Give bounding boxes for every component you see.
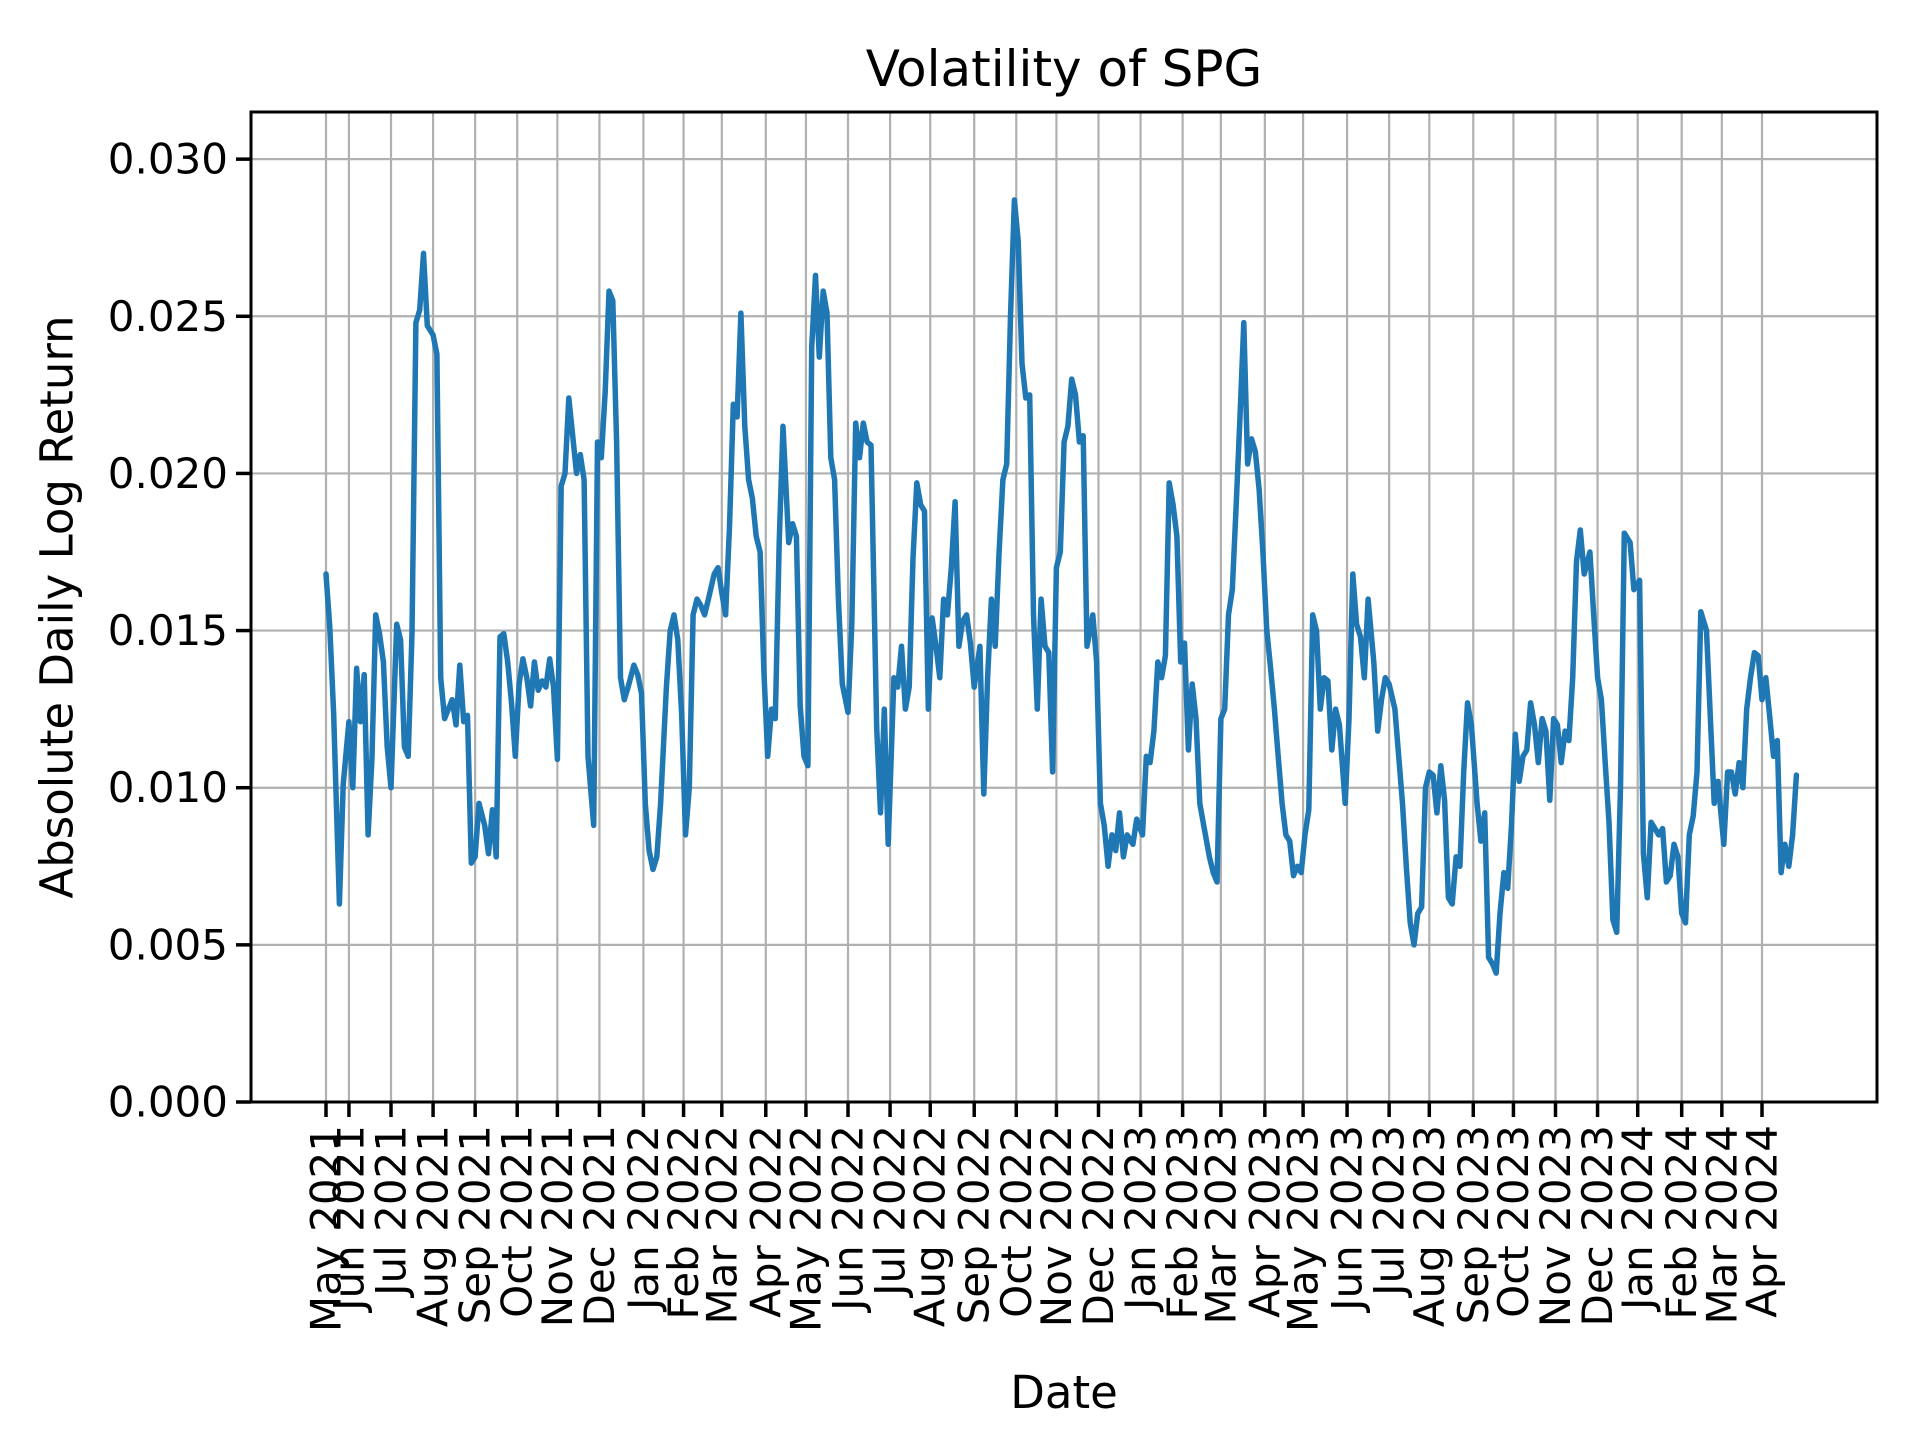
x-tick-label: Oct 2023 — [1489, 1125, 1538, 1318]
x-tick-label: Jun 2022 — [824, 1125, 873, 1314]
x-tick-label: Aug 2023 — [1405, 1125, 1454, 1327]
gridlines — [251, 112, 1877, 1104]
y-axis-label: Absolute Daily Log Return — [30, 315, 84, 899]
y-tick-label: 0.025 — [108, 292, 228, 341]
y-tick-label: 0.000 — [108, 1078, 228, 1127]
y-tick-label: 0.030 — [108, 135, 228, 184]
x-tick-label: May 2022 — [781, 1125, 830, 1332]
plot-frame — [249, 110, 1879, 1104]
x-tick-label: Jan 2024 — [1613, 1125, 1662, 1313]
x-tick-label: Feb 2022 — [659, 1125, 708, 1320]
x-tick-label: Aug 2022 — [906, 1125, 955, 1327]
x-tick-label: Jun 2021 — [324, 1125, 373, 1314]
x-tick-label: Aug 2021 — [409, 1125, 458, 1327]
x-tick-label: Apr 2024 — [1738, 1125, 1787, 1318]
x-tick-label: May 2021 — [302, 1125, 351, 1332]
x-tick-label: Dec 2023 — [1573, 1125, 1622, 1327]
x-axis-label: Date — [1010, 1366, 1118, 1419]
tick-marks — [236, 157, 1764, 1117]
x-tick-label: Nov 2022 — [1032, 1125, 1081, 1327]
x-tick-label: May 2023 — [1279, 1125, 1328, 1332]
x-tick-label: Oct 2022 — [992, 1125, 1041, 1318]
x-tick-label: Jul 2022 — [866, 1125, 915, 1299]
x-tick-label: Jan 2022 — [619, 1125, 668, 1313]
y-tick-label: 0.005 — [108, 920, 228, 969]
x-tick-label: Sep 2022 — [950, 1125, 999, 1324]
x-tick-label: Mar 2022 — [697, 1125, 746, 1324]
y-tick-label: 0.015 — [108, 606, 228, 655]
x-tick-label: Feb 2024 — [1657, 1125, 1706, 1320]
volatility-line — [323, 197, 1800, 976]
x-tick-label: Dec 2022 — [1074, 1125, 1123, 1327]
y-tick-label: 0.010 — [108, 763, 228, 812]
x-tick-label: Jul 2021 — [367, 1125, 416, 1299]
x-tick-label: Apr 2023 — [1240, 1125, 1289, 1318]
chart-title: Volatility of SPG — [865, 40, 1263, 98]
y-tick-label: 0.020 — [108, 449, 228, 498]
x-tick-label: Jul 2023 — [1365, 1125, 1414, 1299]
x-tick-label: Jan 2023 — [1116, 1125, 1165, 1313]
x-tick-label: Nov 2023 — [1531, 1125, 1580, 1327]
x-tick-label: Dec 2021 — [575, 1125, 624, 1327]
x-tick-label: Apr 2022 — [741, 1125, 790, 1318]
x-tick-label: Jun 2023 — [1323, 1125, 1372, 1314]
x-tick-label: Sep 2021 — [451, 1125, 500, 1324]
x-tick-label: Sep 2023 — [1449, 1125, 1498, 1324]
x-tick-label: Nov 2021 — [533, 1125, 582, 1327]
x-tick-label: Oct 2021 — [493, 1125, 542, 1318]
x-tick-label: Feb 2023 — [1158, 1125, 1207, 1320]
tick-labels: 0.000 0.005 0.010 0.015 0.020 0.025 0.030 May 2… — [108, 135, 1787, 1332]
x-tick-label: Mar 2024 — [1697, 1125, 1746, 1324]
x-tick-label: Mar 2023 — [1196, 1125, 1245, 1324]
